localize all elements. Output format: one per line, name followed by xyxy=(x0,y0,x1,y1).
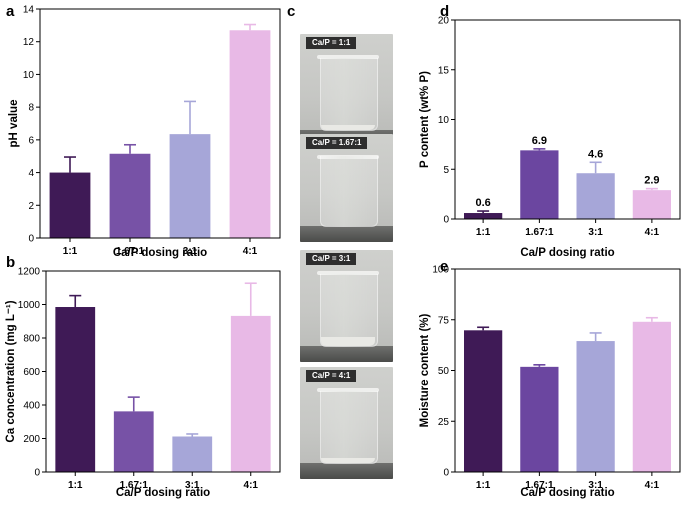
bar-b-4 xyxy=(230,315,271,472)
xtick-label-d-1: 1:1 xyxy=(476,227,491,238)
xtick-label-e-2: 1.67:1 xyxy=(525,480,554,491)
bar-b-3 xyxy=(172,436,213,472)
bar-b-1 xyxy=(55,307,96,472)
bar-b-2 xyxy=(113,411,154,472)
bar-a-4 xyxy=(229,30,271,239)
xlabel-b: Ca/P dosing ratio xyxy=(116,487,210,499)
bar-a-3 xyxy=(169,134,211,238)
panel-label-e: e xyxy=(440,258,448,275)
bar-a-2 xyxy=(109,153,151,238)
xlabel-a: Ca/P dosing ratio xyxy=(113,247,207,259)
ytick-label-d-0: 0 xyxy=(443,215,449,226)
bar-d-4 xyxy=(632,190,671,219)
xtick-label-a-3: 3:1 xyxy=(183,246,198,257)
ytick-label-a-2: 4 xyxy=(28,168,34,179)
ytick-label-b-6: 1200 xyxy=(18,267,41,278)
ytick-label-a-7: 14 xyxy=(23,5,35,16)
axes-frame-a xyxy=(39,8,281,239)
ytick-label-b-4: 800 xyxy=(23,334,40,345)
ytick-label-b-3: 600 xyxy=(23,367,40,378)
ylabel-d: P content (wt% P) xyxy=(419,71,431,168)
ytick-label-a-6: 12 xyxy=(23,37,35,48)
ytick-label-a-5: 10 xyxy=(23,70,35,81)
xtick-label-d-2: 1.67:1 xyxy=(525,227,554,238)
xtick-label-b-2: 1.67:1 xyxy=(120,480,149,491)
chart-b-ca-concentration: 1:1 1.67:1 3:1 4:1 0 200 400 600 800 1000 1200 Ca/P… xyxy=(5,267,281,499)
data-label-d-1: 0.6 xyxy=(475,197,490,209)
panel-label-a: a xyxy=(6,3,15,20)
photo-label-2: Ca/P = 1.67:1 xyxy=(306,137,368,149)
bar-d-2 xyxy=(520,150,559,219)
bar-d-1 xyxy=(464,213,503,219)
ytick-label-e-4: 100 xyxy=(432,265,449,276)
xtick-label-e-4: 4:1 xyxy=(645,480,660,491)
panel-label-b: b xyxy=(6,254,15,271)
photo-beaker-1: Ca/P = 1:1 xyxy=(300,34,393,146)
xlabel-d: Ca/P dosing ratio xyxy=(520,247,614,259)
data-label-d-2: 6.9 xyxy=(532,135,547,147)
ylabel-b: Ca concentration (mg L⁻¹) xyxy=(5,300,17,442)
ytick-label-b-0: 0 xyxy=(34,468,40,479)
panel-label-c: c xyxy=(287,3,295,20)
bar-e-4 xyxy=(632,321,671,472)
xtick-label-a-4: 4:1 xyxy=(243,246,258,257)
ytick-label-d-1: 5 xyxy=(443,165,449,176)
chart-d-p-content: 1:1 0.6 1.67:1 6.9 3:1 4.6 4:1 2.9 0 5 10 15 20 Ca/P … xyxy=(419,16,681,259)
xtick-label-d-4: 4:1 xyxy=(645,227,660,238)
chart-e-moisture: 1:1 1.67:1 3:1 4:1 0 25 50 75 100 Ca/P dosing rat… xyxy=(419,265,681,499)
photo-beaker-4: Ca/P = 4:1 xyxy=(300,367,393,479)
xtick-label-e-3: 3:1 xyxy=(588,480,603,491)
ytick-label-a-0: 0 xyxy=(28,234,34,245)
ytick-label-d-4: 20 xyxy=(438,16,450,27)
ytick-label-a-4: 8 xyxy=(28,103,34,114)
ytick-label-e-3: 75 xyxy=(438,315,450,326)
xtick-label-b-1: 1:1 xyxy=(68,480,83,491)
photo-label-1: Ca/P = 1:1 xyxy=(306,37,357,49)
ytick-label-a-3: 6 xyxy=(28,135,34,146)
data-label-d-3: 4.6 xyxy=(588,148,603,160)
bar-a-1 xyxy=(49,172,91,238)
ytick-label-b-1: 200 xyxy=(23,434,40,445)
xtick-label-b-3: 3:1 xyxy=(185,480,200,491)
photo-label-3: Ca/P = 3:1 xyxy=(306,253,357,265)
bar-e-1 xyxy=(464,330,503,472)
bar-e-2 xyxy=(520,366,559,472)
photo-beaker-2: Ca/P = 1.67:1 xyxy=(300,134,393,242)
ytick-label-e-2: 50 xyxy=(438,366,450,377)
ytick-label-e-1: 25 xyxy=(438,417,450,428)
bar-e-3 xyxy=(576,341,615,472)
ytick-label-b-5: 1000 xyxy=(18,300,41,311)
photo-beaker-3: Ca/P = 3:1 xyxy=(300,250,393,362)
ytick-label-d-2: 10 xyxy=(438,115,450,126)
ylabel-e: Moisture content (%) xyxy=(419,313,431,427)
chart-a-ph: 1:1 1.67:1 3:1 4:1 0 2 4 6 8 10 12 14 Ca/P dosing ra… xyxy=(8,5,281,259)
xtick-label-a-2: 1.67:1 xyxy=(116,246,145,257)
photo-label-4: Ca/P = 4:1 xyxy=(306,370,357,382)
data-label-d-4: 2.9 xyxy=(644,175,659,187)
xtick-label-d-3: 3:1 xyxy=(588,227,603,238)
panel-label-d: d xyxy=(440,3,449,20)
ytick-label-a-1: 2 xyxy=(28,201,34,212)
bar-d-3 xyxy=(576,173,615,219)
xtick-label-a-1: 1:1 xyxy=(63,246,78,257)
ytick-label-d-3: 15 xyxy=(438,65,450,76)
xtick-label-e-1: 1:1 xyxy=(476,480,491,491)
xtick-label-b-4: 4:1 xyxy=(244,480,259,491)
ytick-label-e-0: 0 xyxy=(443,468,449,479)
xlabel-e: Ca/P dosing ratio xyxy=(520,487,614,499)
ytick-label-b-2: 400 xyxy=(23,401,40,412)
ylabel-a: pH value xyxy=(8,100,20,148)
